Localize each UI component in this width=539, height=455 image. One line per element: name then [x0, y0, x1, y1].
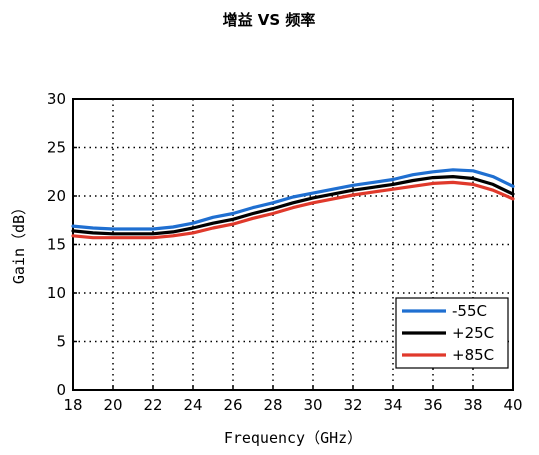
x-tick-label: 24: [183, 396, 202, 414]
legend-label: +25C: [452, 324, 494, 342]
chart-title: 增益 VS 频率: [223, 11, 316, 29]
series-lines: [71, 168, 515, 240]
x-tick-label: 28: [263, 396, 282, 414]
x-tick-label: 34: [383, 396, 402, 414]
y-tick-label: 0: [56, 381, 66, 399]
x-tick-labels: 18 20 22 24 26 28 30 32 34 36 38 40: [63, 396, 522, 414]
series-line-3: [71, 180, 515, 240]
series-line-2: [71, 175, 515, 236]
legend-label: +85C: [452, 346, 494, 364]
y-tick-label: 25: [47, 139, 66, 157]
x-tick-label: 38: [463, 396, 482, 414]
plot-frame: [72, 98, 514, 391]
x-tick-label: 26: [223, 396, 242, 414]
x-tick-label: 36: [423, 396, 442, 414]
y-tick-label: 20: [47, 187, 66, 205]
x-tick-label: 40: [503, 396, 522, 414]
x-tick-label: 22: [143, 396, 162, 414]
x-tick-label: 18: [63, 396, 82, 414]
y-tick-label: 15: [47, 236, 66, 254]
x-axis-label: Frequency（GHz）: [224, 429, 362, 447]
y-tick-label: 5: [56, 333, 66, 351]
x-tick-label: 20: [103, 396, 122, 414]
y-tick-labels: 0 5 10 15 20 25 30: [47, 90, 66, 399]
series-line-1: [71, 168, 515, 231]
x-tick-label: 30: [303, 396, 322, 414]
y-tick-label: 30: [47, 90, 66, 108]
y-axis-label: Gain（dB）: [10, 200, 28, 284]
legend: -55C +25C +85C: [395, 297, 509, 369]
legend-label: -55C: [452, 302, 487, 320]
y-tick-label: 10: [47, 284, 66, 302]
x-tick-label: 32: [343, 396, 362, 414]
